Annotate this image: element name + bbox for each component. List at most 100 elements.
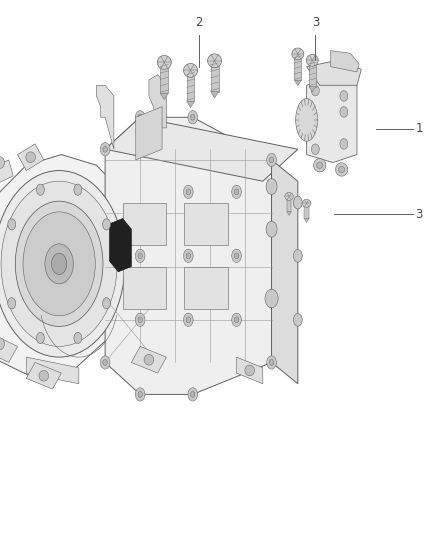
Ellipse shape	[8, 297, 16, 309]
Polygon shape	[96, 85, 114, 149]
Polygon shape	[307, 77, 357, 163]
Ellipse shape	[23, 212, 95, 316]
Polygon shape	[0, 160, 13, 187]
Polygon shape	[136, 107, 162, 160]
Ellipse shape	[0, 338, 4, 350]
Polygon shape	[304, 219, 309, 223]
Ellipse shape	[269, 359, 274, 366]
Ellipse shape	[306, 54, 318, 66]
Ellipse shape	[340, 107, 348, 117]
Ellipse shape	[135, 313, 145, 326]
Ellipse shape	[74, 333, 82, 344]
FancyBboxPatch shape	[187, 69, 194, 101]
Ellipse shape	[340, 91, 348, 101]
Ellipse shape	[103, 359, 107, 366]
Ellipse shape	[266, 221, 277, 237]
Polygon shape	[26, 357, 79, 384]
Ellipse shape	[8, 219, 16, 230]
Ellipse shape	[184, 185, 193, 199]
Ellipse shape	[302, 199, 311, 207]
Polygon shape	[131, 346, 166, 373]
Polygon shape	[105, 117, 272, 394]
Ellipse shape	[232, 249, 241, 263]
Ellipse shape	[191, 391, 195, 398]
Ellipse shape	[186, 189, 191, 195]
Ellipse shape	[245, 365, 254, 376]
Text: 1: 1	[415, 123, 423, 135]
Ellipse shape	[135, 388, 145, 401]
Ellipse shape	[311, 85, 319, 96]
FancyBboxPatch shape	[160, 61, 168, 93]
Ellipse shape	[293, 196, 302, 209]
Polygon shape	[331, 51, 359, 72]
FancyBboxPatch shape	[309, 59, 316, 86]
Polygon shape	[160, 93, 168, 100]
Ellipse shape	[234, 317, 239, 322]
Ellipse shape	[45, 244, 73, 284]
FancyBboxPatch shape	[211, 60, 219, 92]
Ellipse shape	[0, 157, 4, 168]
Ellipse shape	[26, 152, 35, 163]
Ellipse shape	[39, 370, 49, 381]
Polygon shape	[110, 219, 131, 272]
Ellipse shape	[314, 159, 326, 172]
Ellipse shape	[234, 189, 239, 195]
Ellipse shape	[157, 55, 171, 69]
Ellipse shape	[340, 139, 348, 149]
Ellipse shape	[293, 313, 302, 326]
Ellipse shape	[188, 388, 198, 401]
Polygon shape	[309, 86, 316, 92]
Ellipse shape	[138, 317, 142, 322]
Ellipse shape	[188, 110, 198, 124]
Ellipse shape	[186, 317, 191, 322]
Text: 3: 3	[415, 208, 423, 221]
Ellipse shape	[339, 166, 345, 173]
Ellipse shape	[103, 146, 107, 152]
Ellipse shape	[138, 253, 142, 259]
Ellipse shape	[336, 163, 348, 176]
Ellipse shape	[311, 144, 319, 155]
Ellipse shape	[102, 219, 110, 230]
Ellipse shape	[0, 171, 125, 357]
Ellipse shape	[138, 391, 142, 398]
Ellipse shape	[36, 333, 44, 344]
Ellipse shape	[184, 313, 193, 326]
Polygon shape	[287, 212, 291, 215]
FancyBboxPatch shape	[123, 203, 166, 245]
Ellipse shape	[293, 249, 302, 262]
Polygon shape	[26, 362, 61, 389]
Ellipse shape	[1, 181, 117, 346]
Ellipse shape	[234, 253, 239, 259]
Ellipse shape	[51, 253, 67, 274]
Ellipse shape	[266, 179, 277, 195]
Ellipse shape	[265, 289, 278, 308]
Polygon shape	[0, 336, 18, 362]
Ellipse shape	[267, 154, 276, 167]
FancyBboxPatch shape	[123, 266, 166, 309]
Polygon shape	[105, 117, 298, 181]
Text: 2: 2	[195, 17, 203, 29]
Text: 3: 3	[312, 17, 319, 29]
Ellipse shape	[102, 298, 110, 309]
Ellipse shape	[184, 249, 193, 263]
Ellipse shape	[292, 48, 304, 60]
Polygon shape	[211, 92, 219, 98]
Polygon shape	[237, 357, 263, 384]
FancyBboxPatch shape	[287, 196, 291, 212]
Ellipse shape	[232, 185, 241, 199]
Ellipse shape	[186, 253, 191, 259]
Polygon shape	[187, 101, 194, 108]
FancyBboxPatch shape	[184, 266, 228, 309]
Polygon shape	[18, 144, 44, 171]
Ellipse shape	[135, 110, 145, 124]
Ellipse shape	[191, 114, 195, 120]
Ellipse shape	[138, 114, 142, 120]
Ellipse shape	[36, 184, 44, 195]
FancyBboxPatch shape	[304, 203, 309, 219]
Ellipse shape	[144, 354, 154, 365]
Ellipse shape	[269, 157, 274, 163]
Ellipse shape	[74, 184, 82, 195]
Ellipse shape	[135, 249, 145, 263]
Ellipse shape	[15, 201, 103, 326]
Polygon shape	[0, 155, 140, 378]
